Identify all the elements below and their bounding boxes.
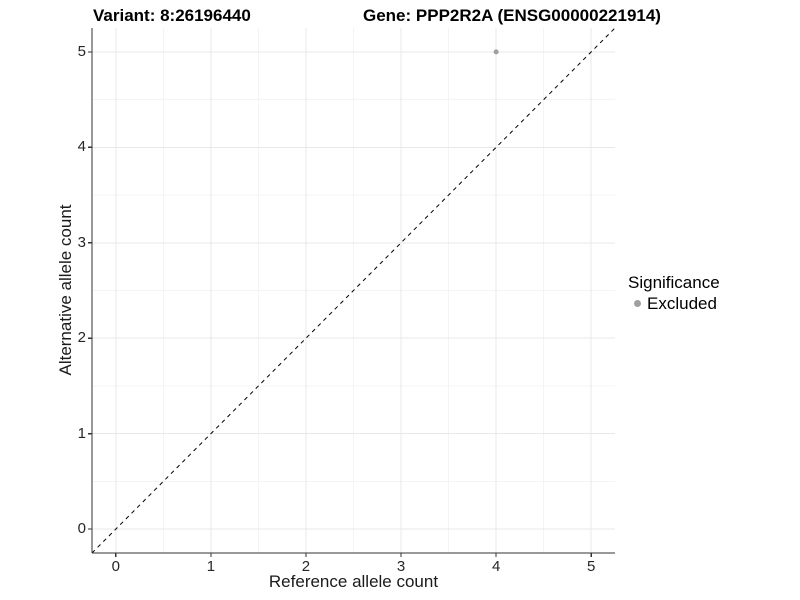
y-tick-label: 3 bbox=[77, 233, 86, 251]
y-tick-label: 5 bbox=[77, 42, 86, 60]
legend-entry-excluded: Excluded bbox=[628, 294, 720, 313]
legend: Significance Excluded bbox=[628, 273, 720, 313]
x-tick-label: 0 bbox=[111, 558, 120, 575]
data-point bbox=[493, 49, 499, 55]
legend-title: Significance bbox=[628, 273, 720, 292]
x-tick-label: 1 bbox=[206, 558, 216, 575]
gene-title: Gene: PPP2R2A (ENSG00000221914) bbox=[363, 6, 661, 25]
y-tick-label: 4 bbox=[77, 138, 86, 156]
excluded-point-icon bbox=[634, 300, 641, 307]
x-tick-label: 2 bbox=[301, 558, 311, 575]
y-tick-label: 1 bbox=[77, 424, 86, 442]
x-axis-title: Reference allele count bbox=[268, 572, 439, 591]
identity-reference-line bbox=[91, 27, 616, 554]
y-tick-label: 0 bbox=[77, 520, 86, 538]
variant-title: Variant: 8:26196440 bbox=[93, 6, 251, 25]
y-axis-title: Alternative allele count bbox=[56, 204, 75, 376]
x-tick-label: 5 bbox=[587, 558, 596, 575]
x-tick-label: 4 bbox=[491, 558, 501, 575]
y-tick-label: 2 bbox=[77, 329, 86, 347]
legend-entry-label: Excluded bbox=[647, 294, 717, 313]
x-tick-label: 3 bbox=[396, 558, 406, 575]
